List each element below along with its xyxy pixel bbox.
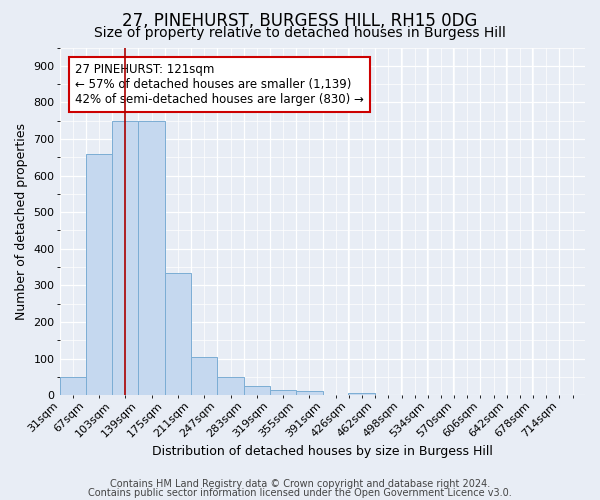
Bar bbox=[270, 390, 296, 395]
X-axis label: Distribution of detached houses by size in Burgess Hill: Distribution of detached houses by size … bbox=[152, 444, 493, 458]
Bar bbox=[244, 386, 270, 395]
Bar bbox=[139, 120, 165, 395]
Text: 27 PINEHURST: 121sqm
← 57% of detached houses are smaller (1,139)
42% of semi-de: 27 PINEHURST: 121sqm ← 57% of detached h… bbox=[76, 63, 364, 106]
Bar bbox=[191, 356, 217, 395]
Text: 27, PINEHURST, BURGESS HILL, RH15 0DG: 27, PINEHURST, BURGESS HILL, RH15 0DG bbox=[122, 12, 478, 30]
Bar bbox=[112, 120, 139, 395]
Bar bbox=[86, 154, 112, 395]
Bar bbox=[296, 392, 323, 395]
Bar bbox=[165, 272, 191, 395]
Y-axis label: Number of detached properties: Number of detached properties bbox=[15, 123, 28, 320]
Bar bbox=[217, 377, 244, 395]
Text: Contains HM Land Registry data © Crown copyright and database right 2024.: Contains HM Land Registry data © Crown c… bbox=[110, 479, 490, 489]
Bar bbox=[348, 394, 374, 395]
Bar bbox=[59, 377, 86, 395]
Text: Contains public sector information licensed under the Open Government Licence v3: Contains public sector information licen… bbox=[88, 488, 512, 498]
Text: Size of property relative to detached houses in Burgess Hill: Size of property relative to detached ho… bbox=[94, 26, 506, 40]
